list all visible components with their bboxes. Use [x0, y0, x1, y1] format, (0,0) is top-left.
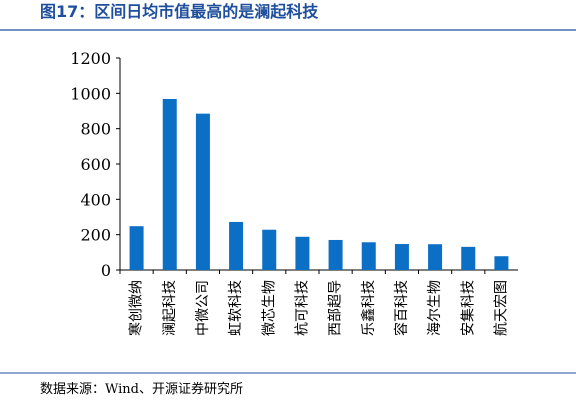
bar	[494, 256, 509, 270]
plot-area: 0 200 400 600 800 1000 1200 寒创微纳 澜起科技 中微公司 虹软科技 微芯生…	[70, 49, 518, 336]
x-tick-label: 寒创微纳	[128, 280, 145, 336]
x-tick-label: 微芯生物	[261, 280, 277, 336]
y-tick-label: 1000	[70, 84, 111, 103]
bar	[129, 226, 144, 270]
x-tick-label: 中微公司	[195, 280, 211, 336]
y-tick-label: 1200	[70, 49, 111, 68]
y-tick-label: 0	[101, 261, 111, 280]
bar	[162, 98, 177, 270]
x-tick-label: 海尔生物	[427, 280, 443, 336]
bar	[262, 229, 277, 270]
y-tick-label: 200	[80, 226, 111, 245]
x-tick-label: 虹软科技	[228, 280, 244, 336]
bar	[428, 244, 443, 270]
x-tick-label: 容百科技	[393, 280, 410, 336]
x-tick-label: 西部超导	[328, 280, 344, 336]
x-tick-label: 杭可科技	[294, 280, 310, 336]
x-tick-label: 航天宏图	[493, 280, 509, 336]
bar	[394, 244, 409, 270]
bar	[195, 113, 210, 271]
y-tick-label: 400	[80, 190, 111, 209]
bar	[361, 242, 376, 270]
chart-title: 图17：区间日均市值最高的是澜起科技	[40, 2, 319, 21]
bar	[328, 239, 343, 270]
y-tick-label: 600	[80, 155, 111, 174]
y-tick-label: 800	[80, 120, 111, 139]
source-note: 数据来源：Wind、开源证券研究所	[40, 381, 243, 397]
bar	[229, 221, 244, 270]
bar	[295, 236, 310, 270]
bar	[461, 246, 476, 270]
x-tick-label: 澜起科技	[162, 280, 178, 336]
x-tick-label: 安集科技	[459, 280, 476, 336]
x-tick-label: 乐鑫科技	[360, 280, 377, 336]
